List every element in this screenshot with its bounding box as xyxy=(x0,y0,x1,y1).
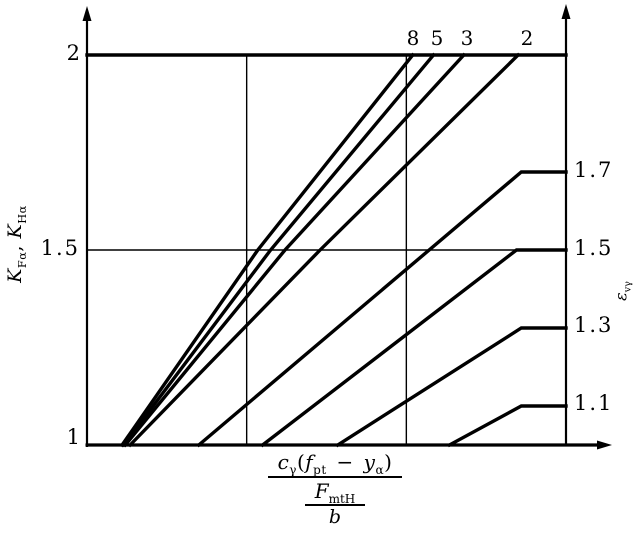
y-left-sep: , xyxy=(4,238,26,252)
curve-eps-vg-2 xyxy=(127,52,521,448)
x-minus-sign: − xyxy=(326,450,364,474)
x-title-numerator: cγ(fpt − yα) xyxy=(268,450,402,479)
y-axis-left-title: KFα, KHα xyxy=(4,205,29,283)
curve-eps-vg-1-5 xyxy=(260,248,568,448)
x-title-denominator-fraction: FmtH b xyxy=(304,479,366,528)
x-axis-title: cγ(fpt − yα) FmtH b xyxy=(268,451,402,528)
x-sub-gamma: γ xyxy=(289,463,297,477)
curve-eps-vg-5 xyxy=(121,52,436,448)
y-axis-right-arrow xyxy=(561,4,571,19)
y-axis-right-title: εvγ xyxy=(611,281,634,301)
curve-eps-vg-1-3 xyxy=(335,326,568,448)
y-tick-2: 2 xyxy=(66,41,80,65)
x-var-b: b xyxy=(328,505,342,528)
right-tick-1-5: 1.5 xyxy=(574,236,614,260)
y-left-var2: K xyxy=(4,223,26,239)
x-var-y: y xyxy=(363,450,376,474)
right-tick-1-1: 1.1 xyxy=(574,391,614,415)
right-tick-1-7: 1.7 xyxy=(574,158,614,182)
x-var-c: c xyxy=(277,450,290,474)
x-sub-mtH: mtH xyxy=(328,492,356,507)
x-var-F: F xyxy=(314,479,329,504)
curve-eps-vg-1-1 xyxy=(447,404,568,448)
curve-eps-vg-1-7 xyxy=(196,170,568,448)
x-den-top: FmtH xyxy=(304,479,366,507)
curve-label-8: 8 xyxy=(406,26,420,50)
x-axis-arrow xyxy=(597,440,612,450)
x-var-f: f xyxy=(305,450,314,474)
curve-eps-vg-3 xyxy=(122,52,467,448)
x-sub-alpha: α xyxy=(375,463,385,477)
y-tick-1-5: 1.5 xyxy=(40,236,80,260)
curve-label-3: 3 xyxy=(460,26,474,50)
x-paren-close: ) xyxy=(384,450,393,474)
x-paren-open: ( xyxy=(296,450,306,474)
y-left-sub2: Hα xyxy=(14,205,29,224)
curve-label-2: 2 xyxy=(520,26,534,50)
x-sub-pt: pt xyxy=(313,463,327,477)
y-right-sub: vγ xyxy=(622,281,634,293)
y-right-var: ε xyxy=(611,292,631,301)
y-left-sub1: Fα xyxy=(14,251,29,269)
y-axis-left-arrow xyxy=(82,6,92,21)
right-tick-1-3: 1.3 xyxy=(574,313,614,337)
y-tick-1: 1 xyxy=(66,425,80,449)
curve-label-5: 5 xyxy=(430,26,444,50)
curve-eps-vg-8 xyxy=(119,52,416,448)
y-left-var1: K xyxy=(4,268,26,283)
